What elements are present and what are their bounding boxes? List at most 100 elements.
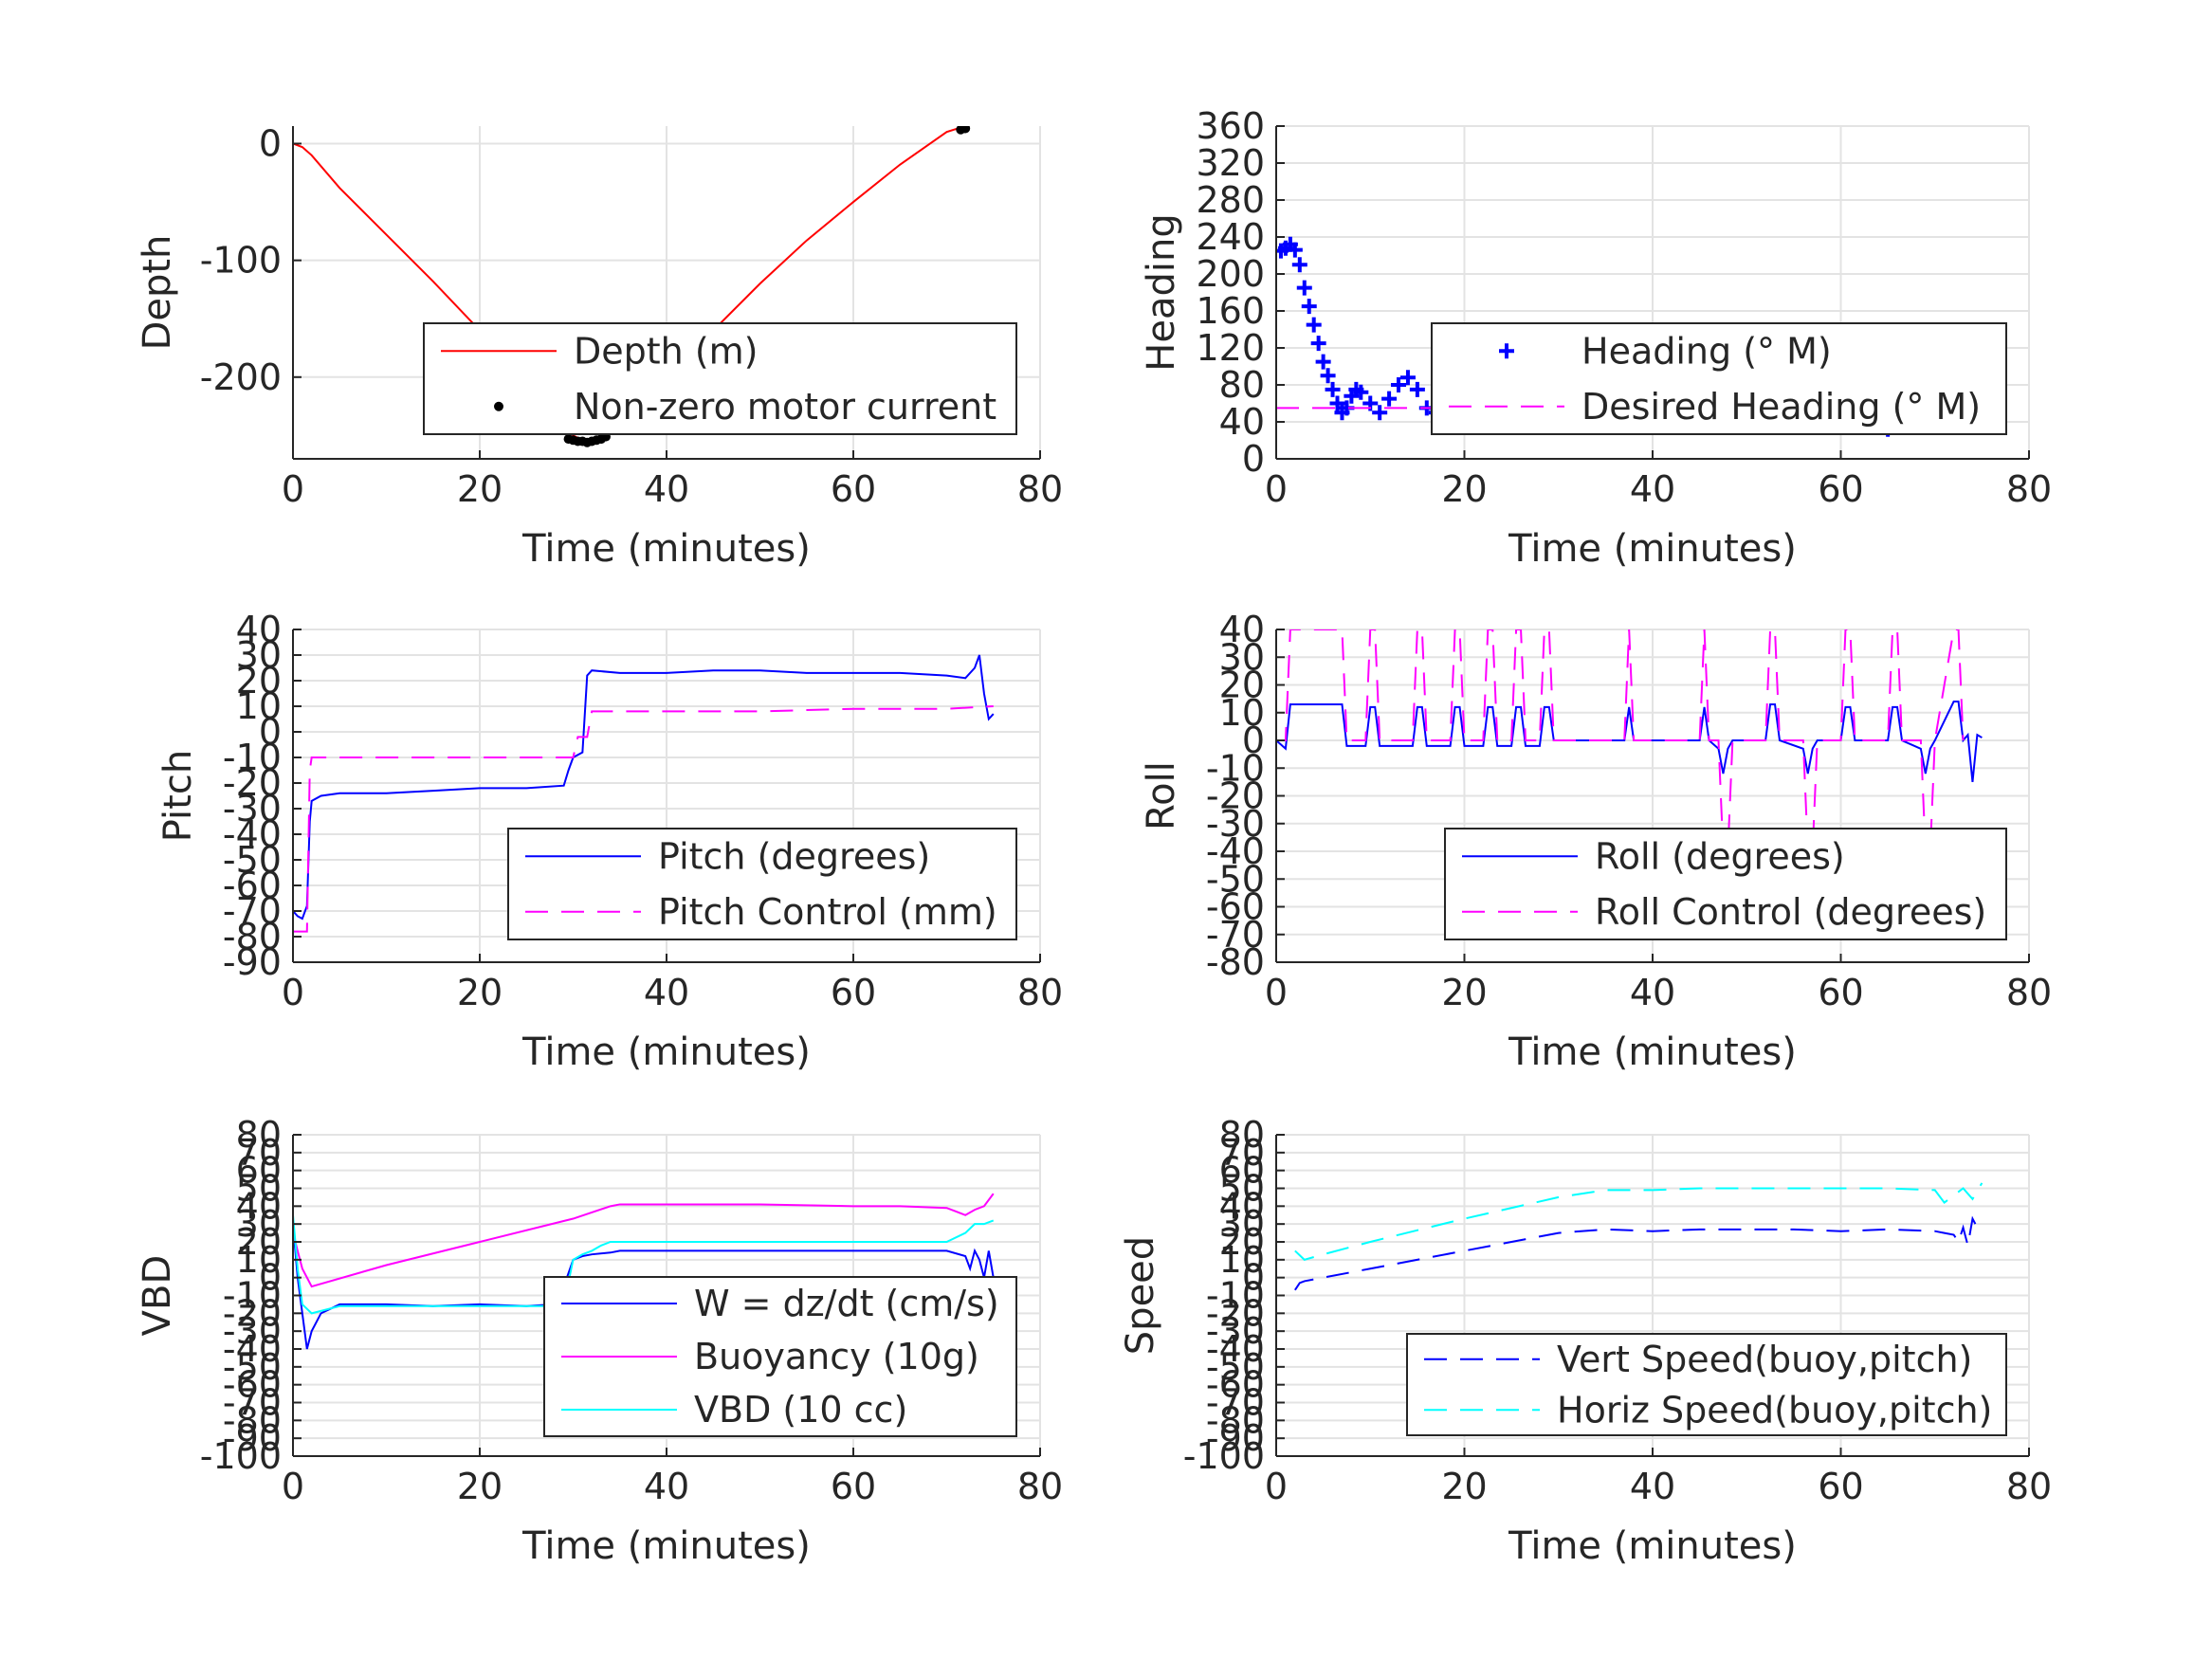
y-tick-label: -80 [223, 1399, 282, 1441]
data-point [960, 126, 971, 134]
data-point [1391, 377, 1407, 392]
legend-box [423, 322, 1017, 435]
chart-speed: 0 20 40 60 8080706050403020100-10-20-30-40-5… [1119, 1114, 2052, 1568]
y-tick-label: 0 [1242, 720, 1265, 761]
y-tick-label: -30 [223, 788, 282, 830]
x-tick-label: 0 [1265, 972, 1288, 1013]
series-speed-1 [1294, 1182, 1983, 1261]
series-line [293, 1224, 995, 1350]
x-tick-label: 60 [1818, 1466, 1863, 1507]
legend-box [1406, 1333, 2007, 1436]
x-tick-label: 0 [1265, 468, 1288, 510]
x-tick-label: 0 [1265, 1466, 1288, 1507]
x-tick-label: 40 [1630, 468, 1675, 510]
y-axis-label: Heading [1140, 213, 1183, 371]
y-axis-label: Speed [1119, 1236, 1162, 1355]
chart-roll: 0 20 40 60 80403020100-10-20-30-40-50-60-70-… [1140, 609, 2052, 1074]
y-tick-label: 240 [1196, 216, 1265, 258]
legend-entry-label: Pitch Control (mm) [658, 891, 997, 933]
x-tick-label: 60 [1818, 972, 1863, 1013]
y-tick-label: 80 [1219, 1114, 1265, 1156]
y-tick-label: -60 [223, 865, 282, 906]
series-roll-0 [1276, 701, 1983, 782]
y-tick-label: -60 [223, 1364, 282, 1406]
y-tick-label: -80 [1206, 941, 1265, 983]
legend-entry-label: Horiz Speed(buoy,pitch) [1557, 1389, 1992, 1431]
y-tick-label: -10 [1206, 747, 1265, 789]
y-tick-label: 20 [236, 660, 282, 702]
y-tick-label: 60 [236, 1150, 282, 1192]
x-axis-label: Time (minutes) [1508, 527, 1797, 571]
series-line [293, 1193, 995, 1288]
series-pitch-1 [293, 705, 994, 933]
data-point [1287, 242, 1303, 258]
series-vbd-0 [293, 1224, 995, 1350]
series-line [1294, 1182, 1983, 1261]
y-tick-label: -60 [1206, 1364, 1265, 1406]
y-tick-label: -50 [223, 1346, 282, 1388]
y-tick-label: 360 [1196, 105, 1265, 147]
y-tick-label: -100 [200, 1435, 282, 1477]
y-tick-label: -200 [200, 356, 282, 398]
data-point [1291, 257, 1307, 273]
data-point [1315, 354, 1331, 370]
legend-entry-label: Non-zero motor current [574, 386, 996, 428]
y-tick-label: 0 [259, 1257, 282, 1299]
x-tick-label: 0 [282, 1466, 304, 1507]
data-point [1372, 405, 1388, 421]
legend-swatch [494, 401, 503, 411]
legend-box [507, 828, 1017, 940]
y-tick-label: -60 [1206, 886, 1265, 928]
y-tick-label: -90 [223, 1417, 282, 1459]
series-vbd-2 [293, 1214, 995, 1315]
series-line [1294, 1215, 1983, 1291]
y-tick-label: 80 [236, 1114, 282, 1156]
y-tick-label: -30 [223, 1310, 282, 1352]
y-tick-label: 40 [1219, 609, 1265, 650]
x-tick-label: 60 [831, 468, 876, 510]
data-point [1325, 381, 1341, 397]
y-tick-label: 200 [1196, 253, 1265, 295]
chart-depth: 0 20 40 60 80 0 -100 -200 Time (minutes) Depth Dep… [136, 122, 1063, 571]
x-tick-label: 20 [1441, 1466, 1487, 1507]
data-point [1310, 336, 1326, 352]
x-tick-label: 40 [1630, 972, 1675, 1013]
data-point [1399, 370, 1416, 386]
series-speed-0 [1294, 1215, 1983, 1291]
x-tick-label: 40 [644, 468, 689, 510]
y-tick-label: -40 [1206, 1328, 1265, 1370]
y-tick-label: 40 [1219, 401, 1265, 443]
x-tick-label: 80 [1017, 468, 1063, 510]
y-tick-label: -80 [223, 916, 282, 957]
y-tick-label: 10 [236, 685, 282, 727]
y-tick-label: 20 [1219, 665, 1265, 706]
y-tick-label: 10 [1219, 692, 1265, 734]
x-tick-label: 40 [1630, 1466, 1675, 1507]
y-tick-label: -100 [200, 240, 282, 282]
y-tick-label: -70 [223, 1382, 282, 1424]
y-tick-label: -40 [223, 813, 282, 855]
x-tick-label: 20 [1441, 468, 1487, 510]
x-tick-label: 80 [1017, 1466, 1063, 1507]
data-point [1320, 368, 1336, 384]
y-tick-label: -10 [1206, 1275, 1265, 1317]
legend-entry-label: Vert Speed(buoy,pitch) [1557, 1339, 1972, 1380]
legend: Heading (° M) Desired Heading (° M) [1431, 322, 2007, 435]
y-tick-label: -70 [1206, 914, 1265, 956]
y-tick-label: -20 [1206, 775, 1265, 817]
y-tick-label: 0 [1242, 438, 1265, 480]
y-tick-label: -10 [223, 737, 282, 778]
y-tick-label: 20 [236, 1221, 282, 1263]
chart-pitch: 0 20 40 60 80403020100-10-20-30-40-50-60-70-… [156, 609, 1063, 1074]
x-tick-label: 80 [2006, 468, 2052, 510]
y-tick-label: -40 [223, 1328, 282, 1370]
legend-entry-label: Heading (° M) [1581, 330, 1832, 372]
legend-entry-label: Roll (degrees) [1595, 835, 1845, 877]
x-axis-label: Time (minutes) [1508, 1524, 1797, 1568]
x-axis-label: Time (minutes) [521, 1030, 811, 1074]
legend-entry-label: W = dz/dt (cm/s) [694, 1283, 999, 1324]
y-tick-label: 50 [1219, 1168, 1265, 1210]
y-axis-label: Depth [136, 235, 179, 351]
y-tick-label: 280 [1196, 179, 1265, 221]
